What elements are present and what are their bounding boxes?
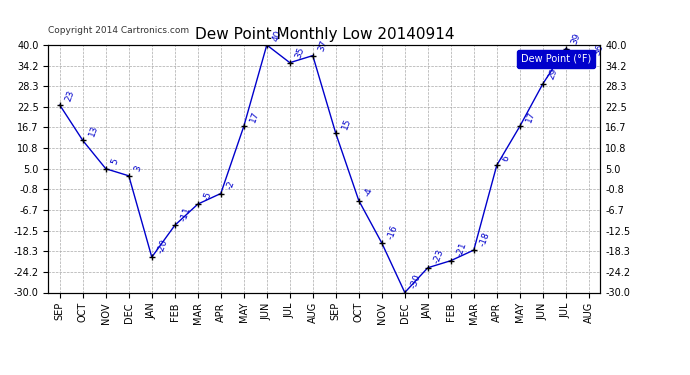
Text: Copyright 2014 Cartronics.com: Copyright 2014 Cartronics.com (48, 26, 190, 35)
Text: 6: 6 (501, 154, 511, 162)
Title: Dew Point Monthly Low 20140914: Dew Point Monthly Low 20140914 (195, 27, 454, 42)
Legend: Dew Point (°F): Dew Point (°F) (518, 50, 595, 68)
Text: -21: -21 (455, 241, 469, 258)
Text: 36: 36 (593, 42, 605, 56)
Text: 23: 23 (64, 88, 77, 102)
Text: 39: 39 (570, 32, 582, 46)
Text: -23: -23 (432, 248, 446, 265)
Text: -2: -2 (225, 179, 237, 191)
Text: -30: -30 (409, 273, 422, 290)
Text: 17: 17 (524, 110, 536, 123)
Text: 5: 5 (110, 158, 120, 166)
Text: 15: 15 (340, 117, 353, 130)
Text: 35: 35 (294, 46, 306, 60)
Text: -18: -18 (478, 230, 491, 247)
Text: 37: 37 (317, 39, 329, 53)
Text: -11: -11 (179, 206, 193, 222)
Text: 40: 40 (271, 28, 284, 42)
Text: -4: -4 (363, 186, 375, 198)
Text: -20: -20 (156, 237, 170, 254)
Text: -5: -5 (202, 190, 213, 201)
Text: 17: 17 (248, 110, 260, 123)
Text: 3: 3 (133, 165, 144, 173)
Text: 13: 13 (87, 124, 99, 138)
Text: -16: -16 (386, 223, 400, 240)
Text: 29: 29 (547, 68, 560, 81)
